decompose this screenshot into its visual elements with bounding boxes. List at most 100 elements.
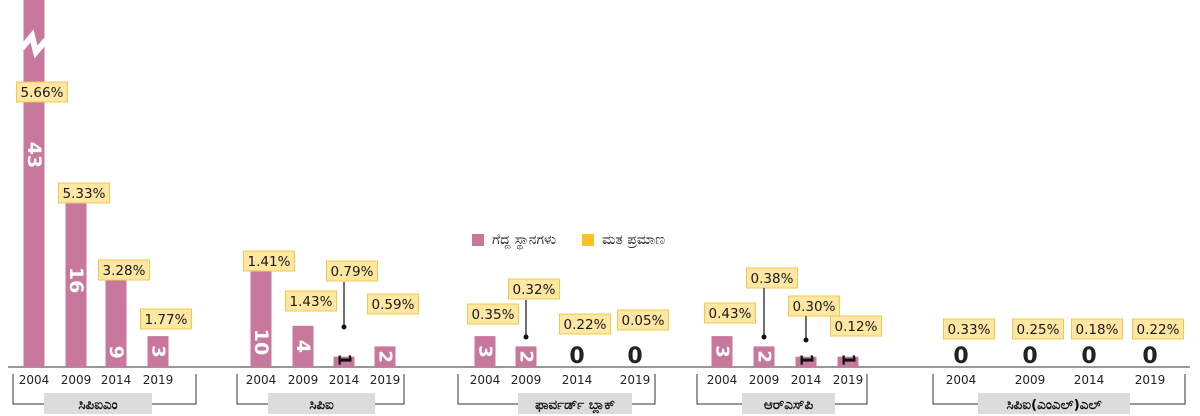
group-label: ಸಿಪಿಐಎಂ (78, 397, 117, 413)
x-tick-label: 2019 (620, 373, 651, 387)
vote-share-label: 0.05% (622, 313, 665, 329)
legend-swatch-vote-share (582, 234, 595, 246)
vote-share-label-bg (704, 302, 756, 324)
bar (795, 356, 817, 367)
vote-share-label-bg (830, 315, 882, 337)
legend-item-vote-share: ಮತ ಪ್ರಮಾಣ (582, 232, 665, 248)
x-tick-label: 2019 (370, 373, 401, 387)
x-tick-label: 2009 (749, 373, 780, 387)
vote-share-label-bg (285, 290, 337, 312)
x-tick-label: 2014 (1074, 373, 1105, 387)
vote-share-label: 5.33% (63, 186, 106, 202)
vote-share-label-bg (1132, 318, 1184, 340)
group-label-bg (268, 393, 375, 414)
vote-share-label-bg (16, 81, 68, 103)
bar-value-label: 0 (1142, 344, 1157, 369)
bar-value-label: 0 (1081, 344, 1096, 369)
bar-value-label: 2 (516, 350, 537, 363)
vote-share-label: 0.22% (1137, 322, 1180, 338)
x-tick-label: 2004 (246, 373, 277, 387)
vote-share-label: 0.43% (709, 306, 752, 322)
group-label-bg (518, 393, 632, 414)
group-label: ಸಿಪಿಐ (309, 397, 334, 413)
vote-share-label-bg (1071, 318, 1123, 340)
bar (292, 325, 314, 367)
bar (474, 336, 496, 367)
bar-value-label: 1 (838, 353, 859, 366)
group-label: ಸಿಪಿಐ(ಎಂಎಲ್)ಎಲ್ (1006, 397, 1101, 413)
vote-share-label-bg (943, 318, 995, 340)
leader-dot (761, 334, 767, 340)
bar-value-label: 1 (796, 353, 817, 366)
bar (515, 346, 537, 367)
leader-dot (523, 334, 529, 340)
vote-share-label: 0.30% (793, 299, 836, 315)
x-tick-label: 2014 (562, 373, 593, 387)
bar-value-label: 0 (953, 344, 968, 369)
vote-share-label-bg (243, 250, 295, 272)
x-tick-label: 2009 (61, 373, 92, 387)
x-tick-label: 2014 (791, 373, 822, 387)
bar-value-label: 4 (292, 340, 314, 353)
legend-swatch-seats (472, 234, 484, 246)
bar (374, 346, 396, 367)
vote-share-label-bg (326, 260, 378, 282)
vote-share-label-bg (559, 313, 611, 335)
group-label-bg (742, 393, 835, 414)
bar (65, 202, 87, 367)
bar (250, 264, 272, 367)
axis-break-mark (19, 29, 49, 59)
vote-share-label-bg (140, 308, 192, 330)
bar-value-label: 43 (23, 142, 45, 168)
bar-value-label: 0 (627, 344, 642, 369)
vote-share-label: 0.32% (513, 282, 556, 298)
x-tick-label: 2019 (833, 373, 864, 387)
vote-share-label: 0.12% (835, 319, 878, 335)
group-label-bg (978, 393, 1130, 414)
bar-value-label: 16 (65, 267, 87, 293)
vote-share-label: 0.35% (472, 307, 515, 323)
vote-share-label: 3.28% (103, 263, 146, 279)
vote-share-label-bg (467, 303, 519, 325)
legend-label-vote-share: ಮತ ಪ್ರಮಾಣ (602, 232, 666, 248)
vote-share-label: 1.43% (290, 294, 333, 310)
x-tick-label: 2004 (946, 373, 977, 387)
bar-value-label: 3 (475, 345, 496, 358)
leader-dot (803, 337, 809, 343)
bar-value-label: 9 (105, 346, 127, 359)
bar (105, 274, 127, 367)
vote-share-label: 0.25% (1017, 322, 1060, 338)
x-tick-label: 2009 (511, 373, 542, 387)
group-label: ಫಾರ್ವರ್ಡ್ ಬ್ಲಾಕ್ (535, 397, 615, 415)
bar-value-label: 3 (712, 345, 733, 358)
x-tick-label: 2019 (143, 373, 174, 387)
vote-share-label-bg (98, 259, 150, 281)
vote-share-label: 0.22% (564, 317, 607, 333)
bar-value-label: 0 (569, 344, 584, 369)
vote-share-label: 5.66% (21, 85, 64, 101)
bar (147, 336, 169, 367)
legend-label-seats: ಗೆದ್ದ ಸ್ಥಾನಗಳು (492, 232, 557, 248)
vote-share-label: 1.77% (145, 312, 188, 328)
x-tick-label: 2014 (101, 373, 132, 387)
vote-share-label: 0.79% (331, 264, 374, 280)
bar-value-label: 3 (148, 345, 169, 358)
bar-value-label: 10 (250, 329, 272, 355)
bar-value-label: 1 (334, 353, 355, 366)
vote-share-label-bg (58, 182, 110, 204)
bar (333, 356, 355, 367)
vote-share-label-bg (617, 309, 669, 331)
vote-share-label-bg (508, 278, 560, 300)
bar-value-label: 2 (375, 350, 396, 363)
vote-share-label-bg (746, 267, 798, 289)
x-tick-label: 2004 (19, 373, 50, 387)
vote-share-label: 0.59% (372, 297, 415, 313)
x-tick-label: 2004 (470, 373, 501, 387)
vote-share-label: 0.18% (1076, 322, 1119, 338)
bar-value-label: 2 (754, 350, 775, 363)
leader-dot (341, 324, 347, 330)
group-label-bg (44, 393, 152, 414)
x-tick-label: 2004 (707, 373, 738, 387)
vote-share-label-bg (1012, 318, 1064, 340)
